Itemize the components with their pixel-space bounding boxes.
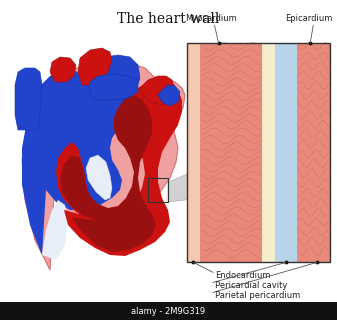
Polygon shape bbox=[22, 70, 130, 255]
Polygon shape bbox=[78, 48, 112, 85]
Text: Epicardium: Epicardium bbox=[285, 14, 332, 23]
Polygon shape bbox=[22, 64, 185, 270]
Polygon shape bbox=[86, 155, 112, 200]
Text: Pericardial cavity: Pericardial cavity bbox=[215, 281, 287, 291]
Bar bbox=[187, 43, 200, 262]
Bar bbox=[297, 43, 330, 262]
Text: alamy - 2M9G319: alamy - 2M9G319 bbox=[131, 307, 206, 316]
Polygon shape bbox=[50, 57, 76, 82]
Polygon shape bbox=[95, 55, 140, 97]
Text: Parietal pericardium: Parietal pericardium bbox=[215, 292, 300, 300]
Bar bbox=[0, 302, 337, 320]
Polygon shape bbox=[158, 85, 180, 106]
Polygon shape bbox=[168, 160, 205, 202]
Text: Endocardium: Endocardium bbox=[215, 271, 271, 280]
Text: The heart wall: The heart wall bbox=[117, 12, 220, 26]
Bar bbox=[262, 43, 275, 262]
Bar bbox=[200, 43, 262, 262]
Text: Myocardium: Myocardium bbox=[185, 14, 237, 23]
Polygon shape bbox=[15, 68, 42, 130]
Polygon shape bbox=[56, 78, 182, 256]
Bar bbox=[187, 43, 330, 262]
Bar bbox=[275, 43, 297, 262]
Polygon shape bbox=[90, 74, 138, 100]
Polygon shape bbox=[140, 76, 175, 105]
Bar bbox=[148, 178, 168, 202]
Polygon shape bbox=[60, 96, 156, 252]
Polygon shape bbox=[42, 200, 68, 260]
